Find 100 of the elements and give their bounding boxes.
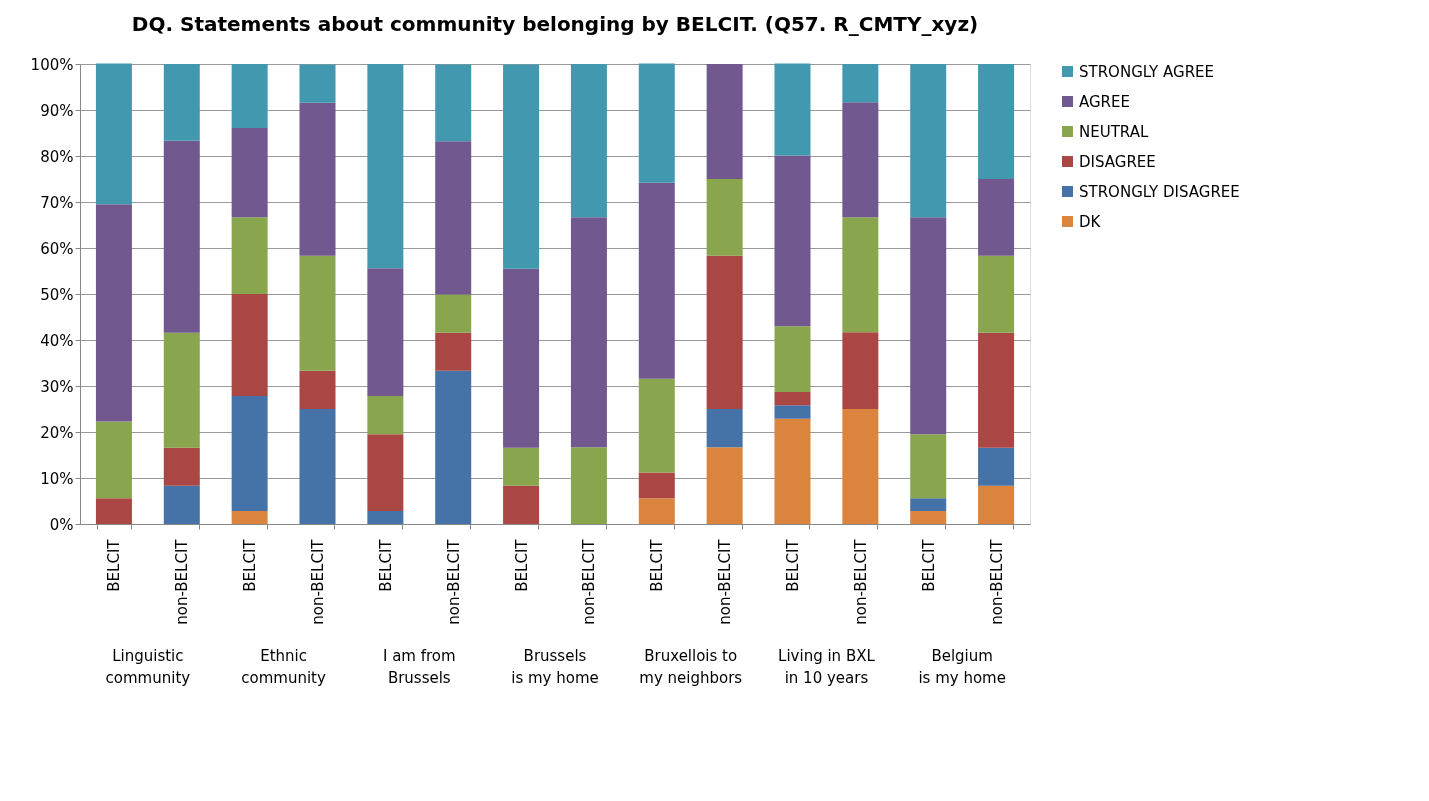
bar [638,182,675,379]
x-tick-label: BELCIT [241,538,260,592]
x-tick-label: non-BELCIT [580,538,599,625]
bar [163,64,200,141]
bar [435,370,472,524]
y-tick-label: 30% [40,377,74,396]
x-tick-label: non-BELCIT [309,538,327,625]
legend-label: AGREE [1079,92,1130,111]
bar [910,434,947,499]
bar [774,326,811,392]
y-tick-label: 0% [49,515,74,534]
bar [638,472,675,499]
bar [638,498,675,524]
bar [163,332,200,448]
x-tick-label: non-BELCIT [444,538,463,625]
bar [435,141,472,295]
bar [978,255,1015,333]
legend-label: DK [1079,212,1102,231]
bar [231,64,268,128]
bar [503,268,540,448]
bar [978,332,1015,448]
bar [95,204,132,422]
bar [706,255,743,409]
bar [842,64,879,103]
bar [503,447,540,486]
bar [231,396,268,512]
bar [299,64,336,103]
y-tick-label: 50% [40,285,74,304]
bar [367,268,404,397]
bar [299,370,336,409]
bar [842,409,879,524]
text: Linguistic community [105,647,191,687]
x-tick-label: BELCIT [919,538,938,592]
text: Belgium is my home [918,647,1006,687]
bar [299,102,336,256]
bar [774,405,811,419]
bar [706,64,743,179]
text: I am from Brussels [382,647,456,687]
bar [367,64,404,269]
bar [367,511,404,524]
legend-label: DISAGREE [1079,152,1156,171]
x-tick-label: BELCIT [376,538,395,592]
bar [638,63,675,183]
bar [978,64,1015,179]
legend-label: STRONGLY AGREE [1079,62,1215,81]
bar [231,511,268,524]
y-tick-label: 70% [40,193,74,212]
y-tick-label: 20% [40,423,74,442]
bar [231,294,268,397]
bar [910,64,947,218]
text: Bruxellois to my neighbors [639,647,743,687]
y-tick-label: 80% [40,147,74,166]
x-tick-label: non-BELCIT [716,538,735,625]
bar [435,294,472,333]
bar [231,217,268,294]
x-tick-label: non-BELCIT [173,538,192,625]
bar [842,332,879,409]
bar [95,421,132,499]
bar [95,498,132,524]
bar [163,485,200,524]
bar [299,255,336,371]
bar [570,64,607,218]
y-tick-label: 40% [40,331,74,350]
bar [910,217,947,435]
bar [503,64,540,269]
bar [163,140,200,333]
bar [978,179,1015,256]
bar [503,485,540,524]
bar [910,498,947,512]
x-tick-label: BELCIT [512,538,531,592]
bar [299,409,336,524]
bar [978,485,1015,524]
text: Living in BXL in 10 years [778,647,876,687]
bar [774,391,811,406]
x-tick-label: non-BELCIT [987,538,1006,625]
legend-label: NEUTRAL [1079,122,1149,141]
bar [774,155,811,327]
y-tick-label: 90% [40,101,74,120]
x-tick-label: BELCIT [648,538,667,592]
bar [978,447,1015,486]
bar [95,63,132,205]
y-tick-label: 100% [30,55,74,74]
bar [706,409,743,448]
bar [570,447,607,524]
text: Ethnic community [241,647,326,687]
bar [706,447,743,524]
text: Brussels is my home [511,647,599,687]
x-tick-label: BELCIT [784,538,802,592]
x-tick-label: BELCIT [105,538,124,592]
y-tick-label: 60% [40,239,74,258]
bar [706,179,743,256]
bar [570,217,607,448]
legend-label: STRONGLY DISAGREE [1079,182,1240,201]
bar [163,447,200,486]
chart-title: DQ. Statements about community belonging by BELCIT. (Q57. R_CMTY_xyz) [131,12,979,36]
bar [367,396,404,435]
y-tick-label: 10% [40,469,74,488]
bar [774,63,811,156]
bar [435,64,472,142]
bar [367,434,404,512]
